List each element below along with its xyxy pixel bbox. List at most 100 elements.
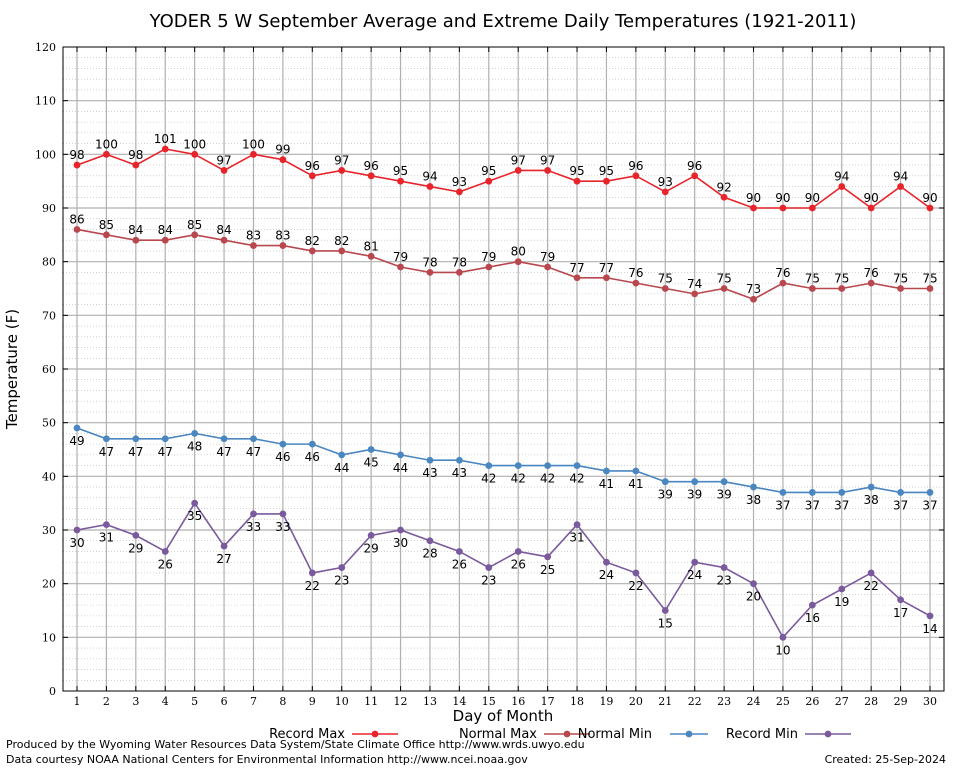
normal-min-point <box>632 467 640 475</box>
record-min-data-label: 28 <box>422 547 437 561</box>
record-min-point <box>250 510 257 518</box>
record-min-point <box>455 548 463 555</box>
record-max-point <box>573 177 581 185</box>
legend-label-normal-min: Normal Min <box>578 727 652 742</box>
normal-max-point <box>867 279 875 287</box>
record-min-data-label: 19 <box>834 595 849 609</box>
normal-min-point <box>367 446 375 453</box>
normal-max-data-label: 80 <box>511 245 526 259</box>
normal-min-point <box>250 435 257 443</box>
record-min-point <box>603 558 610 566</box>
normal-max-point <box>514 258 522 266</box>
series: 98 100 98 101 100 97 100 99 96 97 96 95 94 93 95 97 97 95… <box>69 132 937 657</box>
record-min-data-label: 26 <box>158 557 173 571</box>
y-tick-label: 10 <box>42 631 56 644</box>
record-min-data-label: 33 <box>275 520 290 534</box>
normal-min-point <box>808 489 816 496</box>
normal-min-point <box>338 451 346 459</box>
record-max-point <box>426 183 434 190</box>
x-tick-label: 16 <box>511 695 525 708</box>
record-max-point <box>720 193 728 201</box>
record-min-data-label: 22 <box>864 579 879 593</box>
x-tick-label: 28 <box>864 695 878 708</box>
x-tick-label: 15 <box>482 695 496 708</box>
normal-max-point <box>250 242 257 249</box>
record-min-data-label: 15 <box>658 617 673 631</box>
record-max-point <box>455 188 463 196</box>
normal-max-point <box>367 252 375 260</box>
normal-min-point <box>867 483 875 491</box>
normal-max-point <box>603 274 610 282</box>
normal-min-data-label: 37 <box>834 498 849 512</box>
x-tick-label: 4 <box>162 695 169 708</box>
record-max-point <box>632 172 640 180</box>
normal-min-point <box>514 462 522 469</box>
normal-max-point <box>338 247 346 255</box>
normal-max-data-label: 75 <box>922 272 937 286</box>
record-max-data-label: 97 <box>334 153 349 167</box>
y-tick-label: 20 <box>42 578 56 591</box>
record-min-data-label: 26 <box>452 557 467 571</box>
normal-min-point <box>132 435 140 443</box>
normal-min-point <box>750 483 757 491</box>
y-tick-label: 40 <box>42 470 56 483</box>
normal-min-data-label: 45 <box>363 456 378 470</box>
normal-max-data-label: 77 <box>599 261 614 275</box>
record-min-point <box>632 569 640 577</box>
record-max-data-label: 100 <box>242 137 265 151</box>
normal-max-point <box>661 285 669 292</box>
record-min-point <box>661 607 669 614</box>
normal-min-point <box>161 435 169 443</box>
normal-max-point <box>103 231 110 239</box>
normal-min-point <box>220 435 228 443</box>
record-min-point <box>485 564 493 571</box>
normal-max-point <box>544 263 552 271</box>
record-min-data-label: 29 <box>128 541 143 555</box>
y-tick-label: 100 <box>35 148 56 161</box>
normal-max-data-label: 83 <box>246 229 261 243</box>
record-max-point <box>367 172 375 180</box>
record-min-data-label: 35 <box>187 509 202 523</box>
record-min-point <box>926 612 934 620</box>
x-tick-label: 12 <box>394 695 408 708</box>
normal-max-point <box>132 236 140 244</box>
record-min-data-label: 16 <box>805 611 820 625</box>
normal-max-point <box>426 269 434 276</box>
record-max-point <box>867 204 875 212</box>
y-tick-label: 70 <box>42 309 56 322</box>
record-max-point <box>808 204 816 212</box>
normal-min-data-label: 37 <box>775 498 790 512</box>
normal-min-data-label: 39 <box>687 488 702 502</box>
x-tick-label: 17 <box>541 695 555 708</box>
normal-max-data-label: 75 <box>834 272 849 286</box>
record-min-point <box>691 558 699 566</box>
normal-min-point <box>279 440 287 448</box>
footer-produced-by: Produced by the Wyoming Water Resources … <box>6 738 585 751</box>
normal-min-point <box>397 451 404 459</box>
record-max-point <box>103 150 110 158</box>
record-max-point <box>161 145 169 153</box>
record-max-data-label: 96 <box>363 159 378 173</box>
record-min-data-label: 30 <box>69 536 84 550</box>
normal-max-point <box>838 285 846 292</box>
normal-min-data-label: 37 <box>893 498 908 512</box>
record-min-data-label: 26 <box>511 557 526 571</box>
y-tick-label: 90 <box>42 202 56 215</box>
normal-max-point <box>191 231 199 239</box>
x-tick-label: 30 <box>923 695 937 708</box>
normal-min-data-label: 43 <box>452 466 467 480</box>
normal-min-data-label: 37 <box>805 498 820 512</box>
record-min-data-label: 25 <box>540 563 555 577</box>
normal-min-point <box>838 489 846 496</box>
normal-min-data-label: 37 <box>922 498 937 512</box>
record-max-data-label: 93 <box>658 175 673 189</box>
x-tick-label: 10 <box>335 695 349 708</box>
record-max-data-label: 90 <box>775 191 790 205</box>
record-min-point <box>544 553 552 561</box>
record-max-data-label: 94 <box>422 170 437 184</box>
normal-min-data-label: 48 <box>187 439 202 453</box>
y-axis-label: Temperature (F) <box>3 309 21 430</box>
legend-label-normal-max: Normal Max <box>459 727 537 742</box>
legend-marker-record-min <box>824 730 832 738</box>
